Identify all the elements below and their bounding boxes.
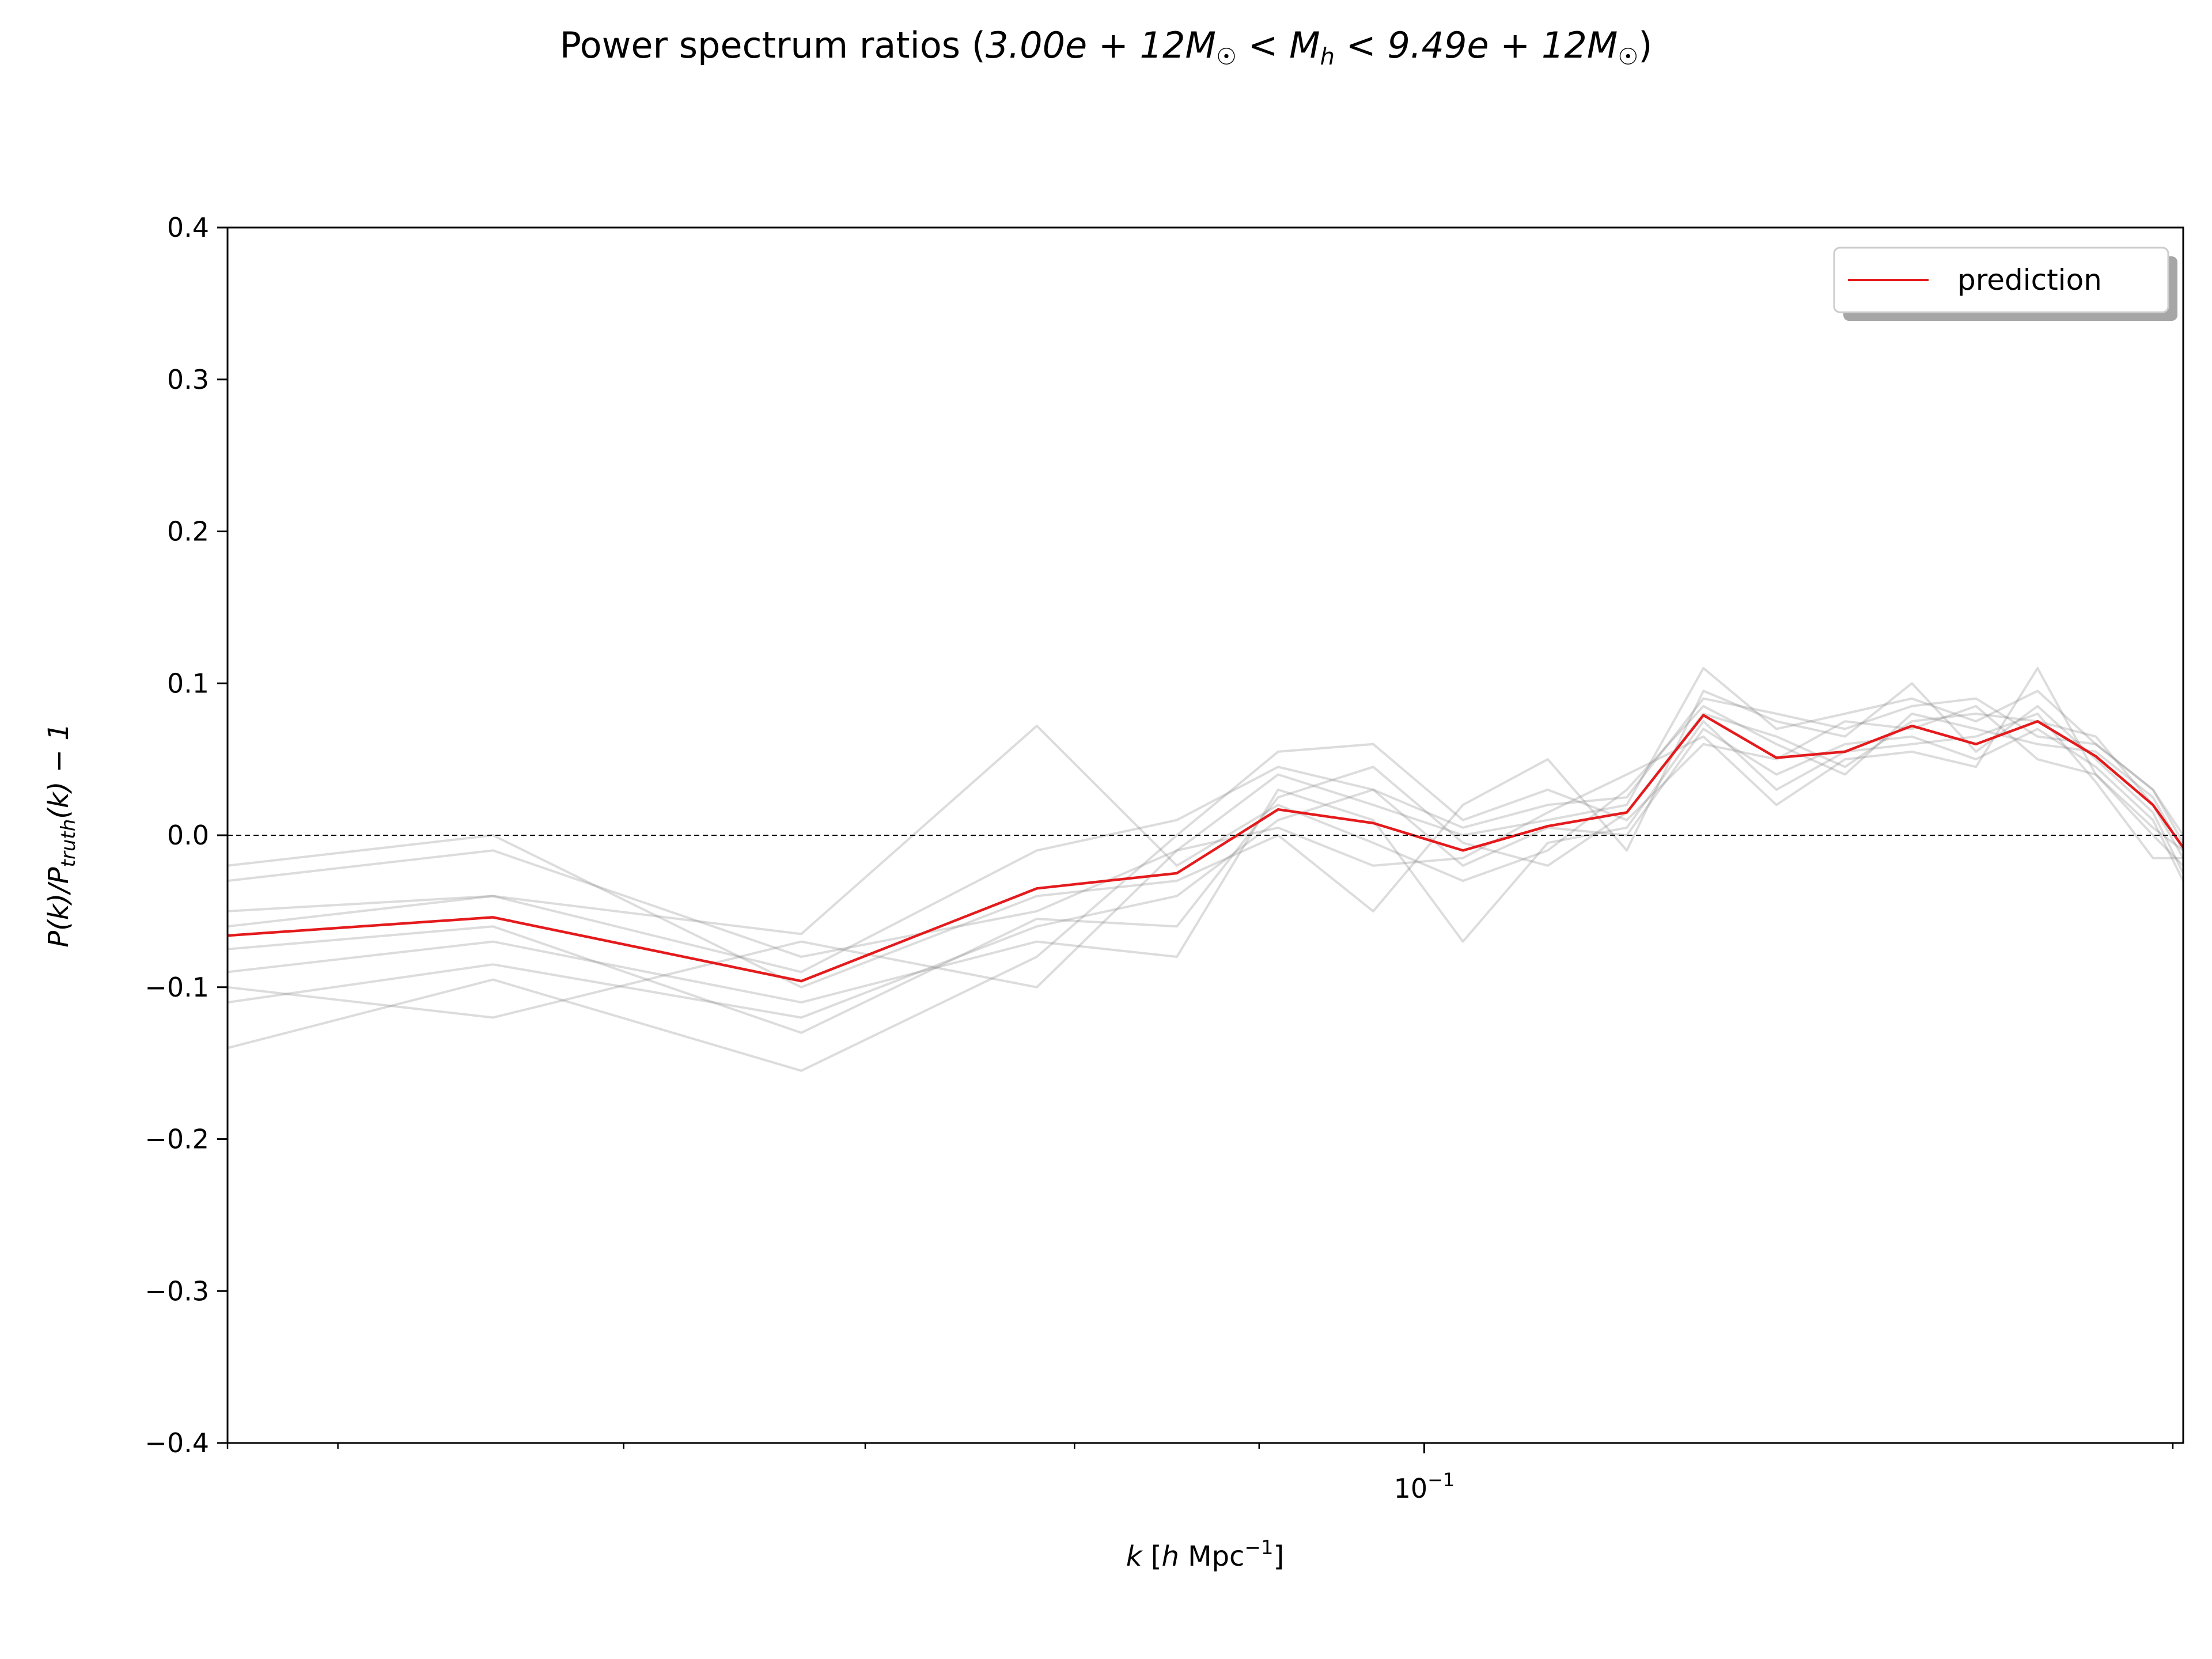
truth-sample-line-6	[228, 713, 2183, 1004]
truth-sample-line-3	[228, 704, 2183, 935]
truth-sample-line-5	[228, 682, 2183, 988]
x-axis-label: k [h Mpc−1]	[1126, 1536, 1285, 1573]
y-tick-label: −0.3	[145, 1275, 209, 1306]
series-layer	[228, 666, 2183, 1072]
prediction-line	[228, 714, 2183, 983]
truth-sample-line-1	[228, 666, 2183, 958]
truth-sample-line-4	[228, 704, 2183, 1072]
y-tick-label: −0.1	[145, 972, 209, 1003]
y-axis-label: P(k)/Ptruth(k) − 1	[43, 723, 80, 948]
truth-sample-line-7	[228, 697, 2183, 974]
truth-sample-line-2	[228, 728, 2183, 1019]
y-tick-label: 0.1	[167, 668, 209, 699]
chart-title: Power spectrum ratios (3.00e + 12M☉ < Mh…	[560, 24, 1653, 70]
legend-box	[1833, 247, 2169, 313]
y-tick-label: 0.4	[167, 212, 209, 243]
legend-label-prediction: prediction	[1957, 263, 2102, 297]
legend: prediction	[1833, 247, 2177, 321]
y-tick-label: 0.2	[167, 516, 209, 547]
y-tick-label: −0.4	[145, 1427, 209, 1459]
y-tick-label: −0.2	[145, 1124, 209, 1155]
axes-layer: −0.4 −0.3 −0.2 −0.1 0.0 0.1 0.2 0.3 0.4 10−1	[145, 212, 2174, 1504]
x-tick-label: 10−1	[1394, 1469, 1455, 1504]
truth-sample-line-8	[228, 666, 2183, 1019]
plot-frame	[226, 226, 2184, 1444]
y-tick-label: 0.3	[167, 364, 209, 395]
y-tick-label: 0.0	[167, 820, 209, 851]
